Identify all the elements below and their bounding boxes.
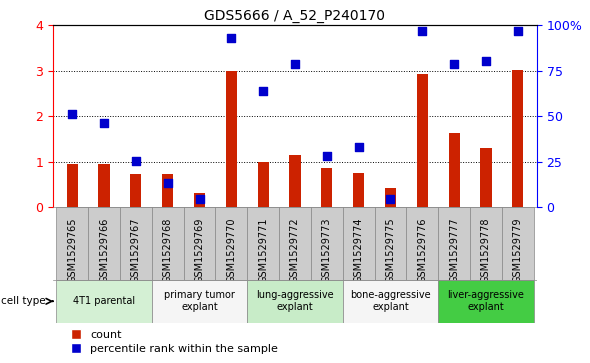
Text: liver-aggressive
explant: liver-aggressive explant [448, 290, 525, 312]
Point [67, 111, 77, 117]
Text: primary tumor
explant: primary tumor explant [164, 290, 235, 312]
Bar [162, 174, 173, 207]
Bar [353, 173, 364, 207]
Text: GSM1529767: GSM1529767 [131, 218, 141, 283]
Text: GSM1529769: GSM1529769 [195, 218, 205, 283]
Text: GSM1529775: GSM1529775 [385, 218, 395, 284]
Point [195, 196, 204, 201]
Point [418, 28, 427, 34]
Point [322, 153, 332, 159]
Bar [226, 71, 237, 207]
Title: GDS5666 / A_52_P240170: GDS5666 / A_52_P240170 [205, 9, 385, 23]
Text: GSM1529777: GSM1529777 [449, 218, 459, 284]
Text: GSM1529766: GSM1529766 [99, 218, 109, 283]
Bar [152, 207, 183, 280]
Text: bone-aggressive
explant: bone-aggressive explant [350, 290, 431, 312]
Bar [512, 70, 523, 207]
Point [227, 35, 236, 41]
Bar [385, 188, 396, 207]
Point [513, 28, 523, 34]
Bar [290, 155, 300, 207]
Bar [194, 193, 205, 207]
Bar [130, 174, 142, 207]
Bar [311, 207, 343, 280]
Point [481, 58, 491, 64]
Bar [183, 207, 215, 280]
Bar [258, 162, 268, 207]
Bar [322, 168, 332, 207]
Bar [247, 207, 279, 280]
Bar [279, 207, 311, 280]
Text: GSM1529770: GSM1529770 [227, 218, 237, 283]
Bar [470, 207, 502, 280]
Bar [88, 207, 120, 280]
Point [386, 196, 395, 201]
Point [258, 88, 268, 94]
Bar [343, 280, 438, 323]
Bar [438, 207, 470, 280]
Text: GSM1529776: GSM1529776 [417, 218, 427, 283]
Bar [502, 207, 534, 280]
Legend: count, percentile rank within the sample: count, percentile rank within the sample [70, 330, 278, 354]
Bar [56, 207, 88, 280]
Bar [152, 280, 247, 323]
Bar [67, 164, 78, 207]
Bar [99, 164, 110, 207]
Text: GSM1529768: GSM1529768 [163, 218, 173, 283]
Text: GSM1529774: GSM1529774 [353, 218, 363, 283]
Point [450, 61, 459, 67]
Text: GSM1529765: GSM1529765 [67, 218, 77, 283]
Bar [247, 280, 343, 323]
Text: cell type: cell type [1, 296, 46, 306]
Text: GSM1529779: GSM1529779 [513, 218, 523, 283]
Point [163, 180, 172, 186]
Bar [448, 133, 460, 207]
Bar [375, 207, 407, 280]
Point [354, 144, 363, 150]
Text: GSM1529771: GSM1529771 [258, 218, 268, 283]
Point [290, 61, 300, 67]
Text: GSM1529773: GSM1529773 [322, 218, 332, 283]
Bar [215, 207, 247, 280]
Bar [56, 280, 152, 323]
Point [99, 120, 109, 126]
Bar [120, 207, 152, 280]
Bar [407, 207, 438, 280]
Bar [438, 280, 534, 323]
Bar [343, 207, 375, 280]
Text: lung-aggressive
explant: lung-aggressive explant [256, 290, 334, 312]
Text: GSM1529772: GSM1529772 [290, 218, 300, 284]
Bar [417, 74, 428, 207]
Text: 4T1 parental: 4T1 parental [73, 296, 135, 306]
Text: GSM1529778: GSM1529778 [481, 218, 491, 283]
Point [131, 158, 140, 163]
Bar [480, 148, 491, 207]
